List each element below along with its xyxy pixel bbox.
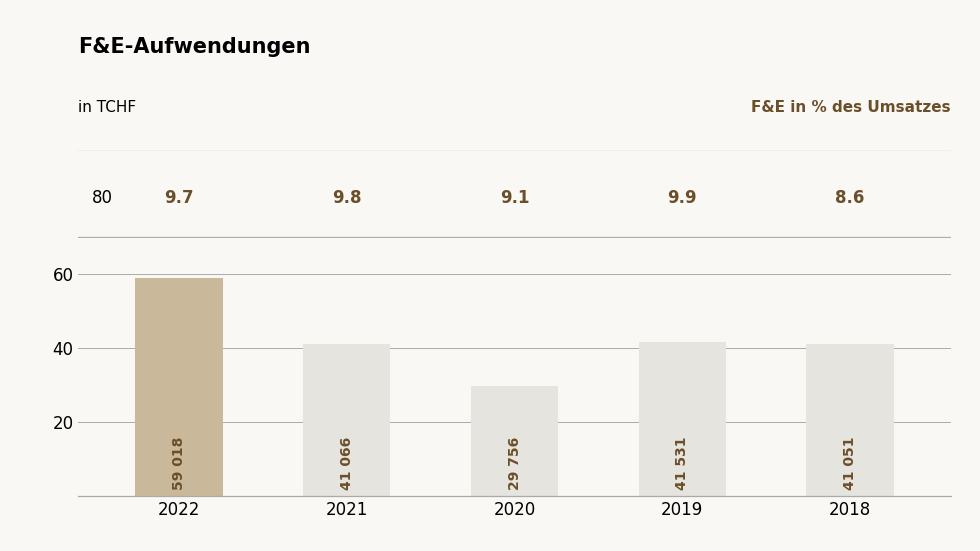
Text: 9.9: 9.9 bbox=[667, 189, 697, 207]
Text: 9.8: 9.8 bbox=[332, 189, 362, 207]
Text: 41 051: 41 051 bbox=[843, 437, 857, 490]
Text: 59 018: 59 018 bbox=[172, 437, 186, 490]
Text: F&E in % des Umsatzes: F&E in % des Umsatzes bbox=[751, 100, 951, 115]
Bar bbox=[807, 344, 894, 496]
Text: 41 531: 41 531 bbox=[675, 437, 689, 490]
Text: F&E-Aufwendungen: F&E-Aufwendungen bbox=[78, 37, 311, 57]
Text: 9.1: 9.1 bbox=[500, 189, 529, 207]
Text: in TCHF: in TCHF bbox=[78, 100, 136, 115]
Bar bbox=[639, 342, 726, 496]
Text: 8.6: 8.6 bbox=[835, 189, 864, 207]
Text: 80: 80 bbox=[92, 189, 113, 207]
Text: 29 756: 29 756 bbox=[508, 437, 521, 490]
Text: 41 066: 41 066 bbox=[340, 437, 354, 490]
Bar bbox=[471, 386, 559, 496]
Bar bbox=[135, 278, 222, 496]
Text: 9.7: 9.7 bbox=[165, 189, 194, 207]
Bar bbox=[303, 344, 390, 496]
